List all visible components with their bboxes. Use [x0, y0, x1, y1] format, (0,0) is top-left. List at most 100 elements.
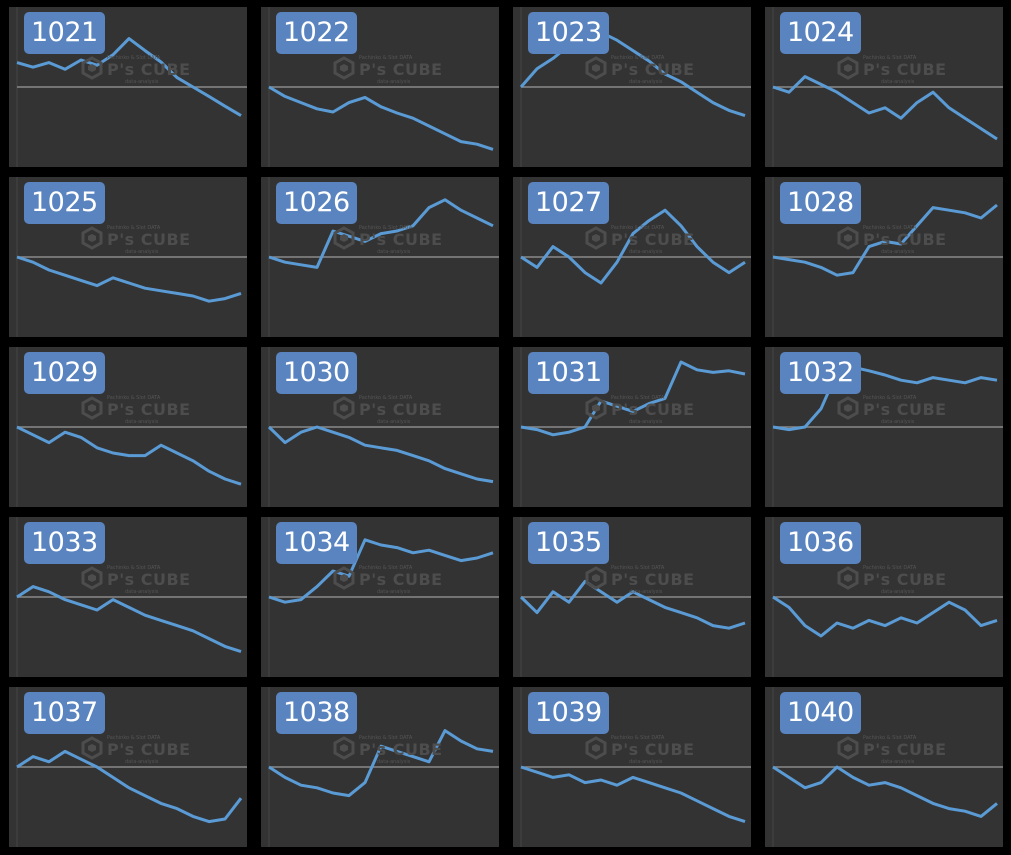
cube-logo-icon: [81, 396, 103, 420]
watermark-top-text: Pachinko & Slot DATA: [107, 225, 161, 231]
chart-svg: [268, 177, 499, 337]
machine-panel-1021[interactable]: Pachinko & Slot DATA P's CUBE data-analysi…: [9, 7, 247, 167]
chart-svg: [16, 517, 247, 677]
watermark-sub-text: data-analysis: [377, 589, 411, 595]
series-line: [772, 765, 998, 818]
machine-number-badge: 1022: [276, 12, 357, 54]
watermark-sub-text: data-analysis: [629, 589, 663, 595]
watermark-brand: P's CUBE: [863, 400, 947, 419]
machine-panel-1040[interactable]: Pachinko & Slot DATA P's CUBE data-analysi…: [765, 687, 1003, 847]
cube-logo-icon: [81, 226, 103, 250]
watermark-top-text: Pachinko & Slot DATA: [611, 565, 665, 571]
series-line: [16, 255, 242, 303]
cube-logo-icon: [333, 736, 355, 760]
watermark: Pachinko & Slot DATA P's CUBE data-analysi…: [333, 225, 443, 265]
watermark-top-text: Pachinko & Slot DATA: [611, 55, 665, 61]
machine-panel-1039[interactable]: Pachinko & Slot DATA P's CUBE data-analysi…: [513, 687, 751, 847]
machine-panel-1022[interactable]: Pachinko & Slot DATA P's CUBE data-analysi…: [261, 7, 499, 167]
watermark-sub-text: data-analysis: [881, 79, 915, 85]
watermark-sub-text: data-analysis: [629, 79, 663, 85]
machine-panel-1024[interactable]: Pachinko & Slot DATA P's CUBE data-analysi…: [765, 7, 1003, 167]
chart-svg: [519, 7, 751, 167]
machine-panel-1038[interactable]: Pachinko & Slot DATA P's CUBE data-analysi…: [261, 687, 499, 847]
watermark-brand: P's CUBE: [107, 740, 191, 759]
machine-number-badge: 1033: [24, 522, 105, 564]
watermark-brand: P's CUBE: [359, 400, 443, 419]
watermark-sub-text: data-analysis: [125, 79, 159, 85]
machine-panel-1029[interactable]: Pachinko & Slot DATA P's CUBE data-analysi…: [9, 347, 247, 507]
machine-panel-1027[interactable]: Pachinko & Slot DATA P's CUBE data-analysi…: [513, 177, 751, 337]
cube-logo-icon: [333, 56, 355, 80]
series-line: [520, 208, 746, 285]
watermark-brand: P's CUBE: [863, 570, 947, 589]
watermark-top-text: Pachinko & Slot DATA: [359, 395, 413, 401]
machine-panel-1034[interactable]: Pachinko & Slot DATA P's CUBE data-analysi…: [261, 517, 499, 677]
watermark-brand: P's CUBE: [107, 230, 191, 249]
watermark-brand: P's CUBE: [611, 740, 695, 759]
watermark: Pachinko & Slot DATA P's CUBE data-analysi…: [585, 395, 695, 435]
series-line: [268, 198, 494, 269]
machine-panel-1033[interactable]: Pachinko & Slot DATA P's CUBE data-analysi…: [9, 517, 247, 677]
watermark-top-text: Pachinko & Slot DATA: [107, 735, 161, 741]
series-line: [268, 85, 494, 151]
series-line: [16, 585, 242, 654]
machine-panel-1036[interactable]: Pachinko & Slot DATA P's CUBE data-analysi…: [765, 517, 1003, 677]
machine-panel-1037[interactable]: Pachinko & Slot DATA P's CUBE data-analysi…: [9, 687, 247, 847]
chart-svg: [772, 177, 1003, 337]
series-line: [772, 75, 998, 141]
machine-panel-1023[interactable]: Pachinko & Slot DATA P's CUBE data-analysi…: [513, 7, 751, 167]
watermark-sub-text: data-analysis: [125, 249, 159, 255]
chart-svg: [772, 517, 1003, 677]
watermark-top-text: Pachinko & Slot DATA: [359, 735, 413, 741]
series-line: [519, 23, 746, 118]
machine-panel-1025[interactable]: Pachinko & Slot DATA P's CUBE data-analysi…: [9, 177, 247, 337]
series-line: [772, 595, 998, 638]
watermark: Pachinko & Slot DATA P's CUBE data-analysi…: [837, 395, 947, 435]
chart-svg: [268, 687, 499, 847]
series-line: [16, 37, 242, 117]
machine-panel-1026[interactable]: Pachinko & Slot DATA P's CUBE data-analysi…: [261, 177, 499, 337]
machine-panel-1028[interactable]: Pachinko & Slot DATA P's CUBE data-analysi…: [765, 177, 1003, 337]
machine-panel-1031[interactable]: Pachinko & Slot DATA P's CUBE data-analysi…: [513, 347, 751, 507]
series-line: [267, 425, 494, 484]
machine-panel-1035[interactable]: Pachinko & Slot DATA P's CUBE data-analysi…: [513, 517, 751, 677]
machine-panel-1032[interactable]: Pachinko & Slot DATA P's CUBE data-analysi…: [765, 347, 1003, 507]
watermark-sub-text: data-analysis: [629, 249, 663, 255]
cube-logo-icon: [585, 566, 607, 590]
series-line: [16, 749, 243, 824]
watermark-sub-text: data-analysis: [125, 759, 159, 765]
machine-number-badge: 1026: [276, 182, 357, 224]
machine-number-badge: 1034: [276, 522, 357, 564]
watermark-brand: P's CUBE: [863, 60, 947, 79]
watermark-brand: P's CUBE: [359, 740, 443, 759]
chart-svg: [520, 347, 751, 507]
watermark-top-text: Pachinko & Slot DATA: [359, 565, 413, 571]
chart-svg: [16, 347, 247, 507]
cube-logo-icon: [81, 566, 103, 590]
watermark-top-text: Pachinko & Slot DATA: [107, 395, 161, 401]
watermark: Pachinko & Slot DATA P's CUBE data-analysi…: [333, 55, 443, 95]
watermark-sub-text: data-analysis: [377, 419, 411, 425]
machine-number-badge: 1040: [780, 692, 861, 734]
machine-number-badge: 1031: [528, 352, 609, 394]
watermark-brand: P's CUBE: [107, 570, 191, 589]
machine-number-badge: 1028: [780, 182, 861, 224]
watermark-sub-text: data-analysis: [125, 589, 159, 595]
cube-logo-icon: [837, 566, 859, 590]
cube-logo-icon: [333, 226, 355, 250]
watermark-sub-text: data-analysis: [881, 759, 915, 765]
series-line: [772, 203, 998, 277]
watermark: Pachinko & Slot DATA P's CUBE data-analysi…: [81, 225, 191, 265]
chart-svg: [268, 517, 499, 677]
watermark-brand: P's CUBE: [107, 60, 191, 79]
machine-panel-1030[interactable]: Pachinko & Slot DATA P's CUBE data-analysi…: [261, 347, 499, 507]
watermark-top-text: Pachinko & Slot DATA: [611, 225, 665, 231]
watermark-sub-text: data-analysis: [881, 419, 915, 425]
watermark: Pachinko & Slot DATA P's CUBE data-analysi…: [585, 735, 695, 775]
watermark-sub-text: data-analysis: [629, 419, 663, 425]
watermark-sub-text: data-analysis: [377, 79, 411, 85]
cube-logo-icon: [585, 226, 607, 250]
watermark-brand: P's CUBE: [107, 400, 191, 419]
machine-number-badge: 1023: [528, 12, 609, 54]
watermark-top-text: Pachinko & Slot DATA: [611, 735, 665, 741]
